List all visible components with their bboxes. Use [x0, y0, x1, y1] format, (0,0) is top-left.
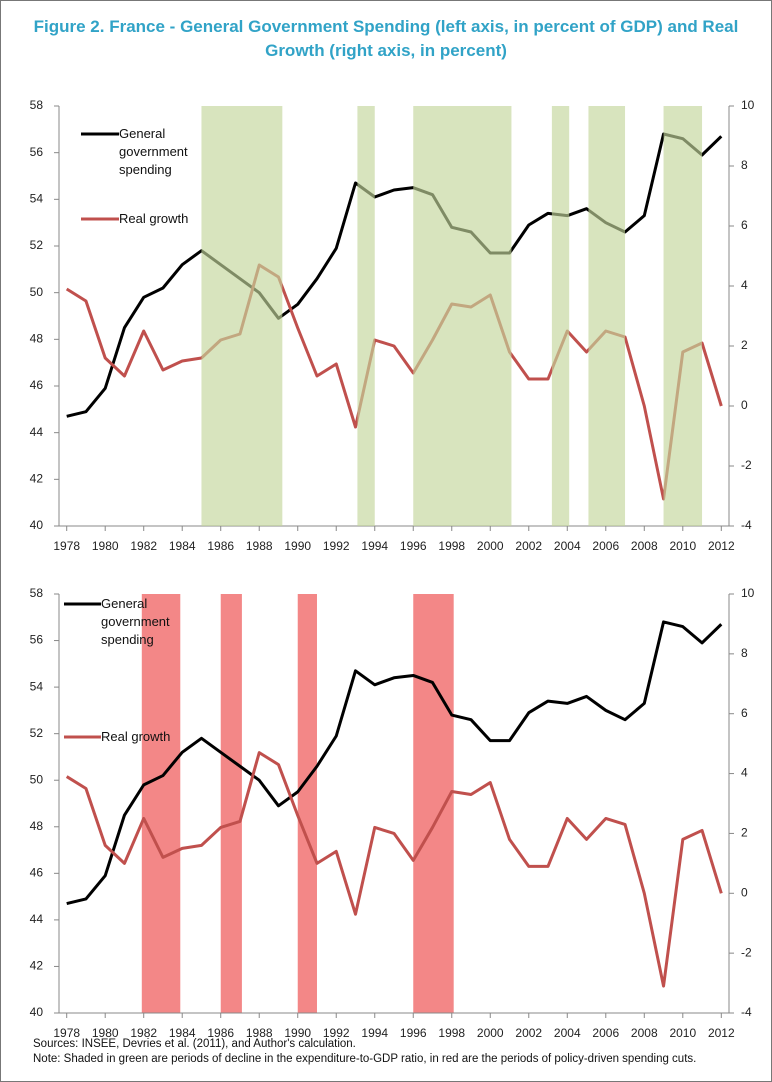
y2-tick-label: 10: [741, 586, 755, 600]
x-tick-label: 1994: [361, 539, 388, 553]
y-tick-label: 56: [30, 145, 44, 159]
y-tick-label: 50: [30, 285, 44, 299]
y-tick-label: 48: [30, 819, 44, 833]
x-tick-label: 2010: [669, 539, 696, 553]
x-tick-label: 1984: [169, 1026, 196, 1040]
x-tick-label: 1982: [130, 539, 157, 553]
x-tick-label: 1996: [400, 1026, 427, 1040]
y2-tick-label: -4: [741, 518, 752, 532]
x-tick-label: 1996: [400, 539, 427, 553]
y-tick-label: 42: [30, 959, 44, 973]
x-tick-label: 2002: [515, 539, 542, 553]
y2-tick-label: 2: [741, 826, 748, 840]
y2-tick-label: -2: [741, 458, 752, 472]
y2-tick-label: 6: [741, 706, 748, 720]
x-tick-label: 2012: [708, 1026, 735, 1040]
y2-tick-label: 0: [741, 398, 748, 412]
x-tick-label: 1982: [130, 1026, 157, 1040]
x-tick-label: 2008: [631, 1026, 658, 1040]
x-tick-label: 1998: [438, 1026, 465, 1040]
x-tick-label: 1978: [53, 539, 80, 553]
x-tick-label: 2002: [515, 1026, 542, 1040]
y-tick-label: 58: [30, 586, 44, 600]
y2-tick-label: 4: [741, 766, 748, 780]
x-tick-label: 2012: [708, 539, 735, 553]
shaded-period: [141, 594, 181, 1013]
y2-tick-label: 8: [741, 646, 748, 660]
x-tick-label: 1994: [361, 1026, 388, 1040]
x-tick-label: 1986: [207, 1026, 234, 1040]
x-tick-label: 2004: [554, 1026, 581, 1040]
y2-tick-label: 4: [741, 278, 748, 292]
x-tick-label: 2000: [477, 1026, 504, 1040]
y-tick-label: 50: [30, 772, 44, 786]
y-tick-label: 40: [30, 1005, 44, 1019]
sources: Sources: INSEE, Devries et al. (2011), a…: [33, 1038, 356, 1050]
y2-tick-label: -4: [741, 1005, 752, 1019]
x-tick-label: 2006: [592, 539, 619, 553]
y-tick-label: 42: [30, 472, 44, 486]
shaded-period: [220, 594, 242, 1013]
x-tick-label: 1992: [323, 1026, 350, 1040]
legend-label: General government spending: [119, 126, 188, 177]
y-tick-label: 56: [30, 633, 44, 647]
legend-label: Real growth: [101, 729, 171, 744]
legend-label: General government spending: [101, 596, 170, 647]
y-tick-label: 54: [30, 679, 44, 693]
y2-tick-label: 2: [741, 338, 748, 352]
y-tick-label: 58: [30, 98, 44, 112]
y-tick-label: 52: [30, 726, 44, 740]
shaded-period: [357, 106, 375, 526]
y-tick-label: 54: [30, 192, 44, 206]
y2-tick-label: -2: [741, 945, 752, 959]
shaded-period: [413, 106, 512, 526]
y-tick-label: 52: [30, 238, 44, 252]
x-tick-label: 2010: [669, 1026, 696, 1040]
series-line: [65, 751, 723, 988]
x-tick-label: 2000: [477, 539, 504, 553]
y-tick-label: 46: [30, 378, 44, 392]
shaded-period: [413, 594, 454, 1013]
y2-tick-label: 10: [741, 98, 755, 112]
x-tick-label: 1988: [246, 1026, 273, 1040]
x-tick-label: 1998: [438, 539, 465, 553]
shaded-period: [297, 594, 317, 1013]
x-tick-label: 1990: [284, 1026, 311, 1040]
x-tick-label: 1990: [284, 539, 311, 553]
x-tick-label: 1986: [207, 539, 234, 553]
x-tick-label: 2006: [592, 1026, 619, 1040]
y-tick-label: 48: [30, 332, 44, 346]
figure-title: Figure 2. France - General Government Sp…: [33, 17, 739, 60]
y-tick-label: 46: [30, 866, 44, 880]
shaded-period: [588, 106, 626, 526]
x-tick-label: 1980: [92, 1026, 119, 1040]
shaded-period: [663, 106, 703, 526]
y2-tick-label: 6: [741, 218, 748, 232]
x-tick-label: 1984: [169, 539, 196, 553]
x-tick-label: 1988: [246, 539, 273, 553]
shaded-period: [551, 106, 570, 526]
y-tick-label: 44: [30, 912, 44, 926]
x-tick-label: 1978: [53, 1026, 80, 1040]
legend-label: Real growth: [119, 211, 189, 226]
series-line: [66, 620, 723, 906]
x-tick-label: 2008: [631, 539, 658, 553]
y2-tick-label: 8: [741, 158, 748, 172]
note: Note: Shaded in green are periods of dec…: [33, 1053, 697, 1065]
x-tick-label: 1992: [323, 539, 350, 553]
y-tick-label: 44: [30, 425, 44, 439]
x-tick-label: 1980: [92, 539, 119, 553]
y-tick-label: 40: [30, 518, 44, 532]
x-tick-label: 2004: [554, 539, 581, 553]
y2-tick-label: 0: [741, 885, 748, 899]
shaded-period: [201, 106, 283, 526]
